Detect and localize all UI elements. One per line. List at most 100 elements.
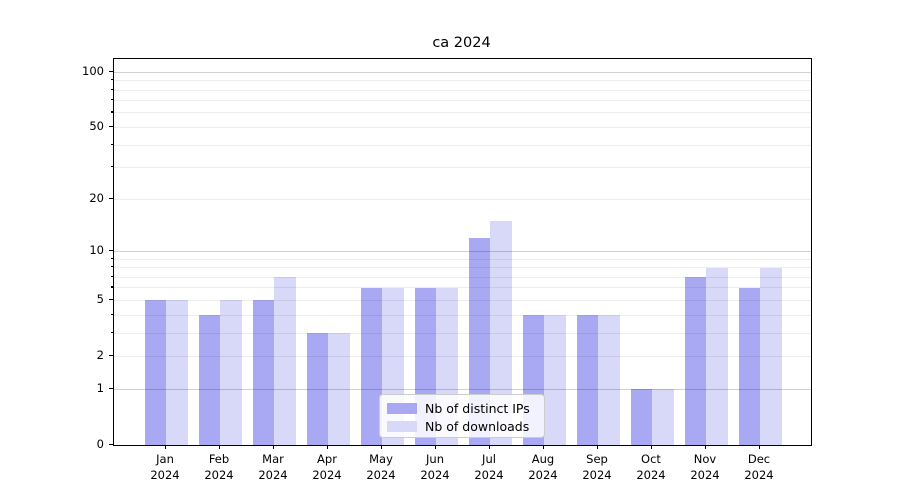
y-minor-tick-mark — [110, 266, 113, 268]
y-minor-tick-mark — [110, 313, 113, 315]
bar-downloads — [760, 267, 782, 445]
gridline-minor — [114, 287, 811, 289]
bar-distinct-ips — [630, 389, 652, 445]
gridline-minor — [114, 89, 811, 91]
bar-distinct-ips — [144, 300, 166, 445]
gridline-minor — [114, 276, 811, 278]
y-minor-tick-mark — [110, 331, 113, 333]
x-tick-mark — [434, 445, 436, 450]
x-tick-label: Nov 2024 — [690, 452, 720, 482]
gridline-minor — [114, 332, 811, 334]
y-minor-tick-mark — [110, 354, 113, 356]
y-minor-tick-mark — [110, 111, 113, 113]
x-tick-mark — [326, 445, 328, 450]
x-tick-mark — [164, 445, 166, 450]
y-tick-label: 20 — [89, 190, 104, 205]
bar-distinct-ips — [306, 333, 328, 445]
gridline-major — [114, 388, 811, 390]
y-minor-tick-mark — [110, 257, 113, 259]
y-minor-tick-mark — [110, 125, 113, 128]
bar-distinct-ips — [738, 287, 760, 445]
x-tick-mark — [218, 445, 220, 450]
legend-swatch-downloads — [387, 420, 417, 432]
x-tick-label: Mar 2024 — [258, 452, 288, 482]
y-minor-tick-mark — [110, 143, 113, 145]
y-minor-tick-mark — [110, 286, 113, 288]
bar-downloads — [274, 277, 296, 445]
gridline-minor — [114, 267, 811, 269]
gridline-minor — [114, 80, 811, 82]
y-tick-label: 100 — [82, 63, 104, 78]
x-tick-label: Feb 2024 — [204, 452, 234, 482]
x-tick-mark — [704, 445, 706, 450]
bar-distinct-ips — [252, 300, 274, 445]
gridline-major — [114, 71, 811, 73]
y-tick-label: 10 — [89, 242, 104, 257]
plot-area: Nb of distinct IPs Nb of downloads — [113, 58, 812, 446]
x-tick-label: Oct 2024 — [636, 452, 666, 482]
y-minor-tick-mark — [110, 275, 113, 277]
bar-downloads — [652, 389, 674, 445]
legend-row-ips: Nb of distinct IPs — [387, 399, 537, 417]
x-tick-label: Jul 2024 — [474, 452, 504, 482]
y-tick-mark — [109, 443, 113, 445]
gridline-minor — [114, 258, 811, 260]
y-tick-mark — [109, 387, 113, 389]
bar-downloads — [220, 300, 242, 445]
y-tick-label: 0 — [96, 436, 104, 451]
gridline-minor — [114, 100, 811, 102]
bar-downloads — [490, 221, 512, 445]
x-tick-label: Jun 2024 — [420, 452, 450, 482]
x-tick-mark — [488, 445, 490, 450]
y-minor-tick-mark — [110, 79, 113, 81]
x-tick-label: May 2024 — [366, 452, 396, 482]
legend: Nb of distinct IPs Nb of downloads — [379, 394, 545, 438]
bar-downloads — [544, 315, 566, 445]
x-tick-label: Sep 2024 — [582, 452, 612, 482]
x-tick-label: Dec 2024 — [744, 452, 774, 482]
y-minor-tick-mark — [110, 197, 113, 199]
x-tick-mark — [272, 445, 274, 450]
gridline-minor — [114, 355, 811, 357]
x-tick-mark — [596, 445, 598, 450]
bar-distinct-ips — [468, 237, 490, 445]
gridline-minor — [114, 167, 811, 169]
y-tick-label: 1 — [96, 380, 104, 395]
gridline-minor — [114, 198, 811, 200]
y-minor-tick-mark — [110, 99, 113, 101]
x-tick-mark — [758, 445, 760, 450]
y-tick-label: 5 — [96, 291, 104, 306]
y-tick-mark — [109, 249, 113, 251]
bar-downloads — [166, 300, 188, 445]
legend-label-downloads: Nb of downloads — [425, 418, 530, 434]
y-minor-tick-mark — [110, 88, 113, 90]
bar-downloads — [598, 315, 620, 445]
bar-distinct-ips — [684, 277, 706, 445]
x-tick-label: Jan 2024 — [150, 452, 180, 482]
bar-distinct-ips — [360, 287, 382, 445]
gridline-major — [114, 250, 811, 252]
bar-distinct-ips — [198, 315, 220, 445]
x-tick-label: Apr 2024 — [312, 452, 342, 482]
gridline-minor — [114, 314, 811, 316]
y-tick-label: 2 — [96, 347, 104, 362]
x-tick-mark — [380, 445, 382, 450]
gridline-minor — [114, 112, 811, 114]
gridline-minor — [114, 126, 811, 128]
chart-title: ca 2024 — [432, 35, 491, 51]
y-tick-mark — [109, 70, 113, 72]
grid-layer — [114, 59, 811, 445]
bar-downloads — [328, 333, 350, 445]
gridline-minor — [114, 299, 811, 301]
x-tick-mark — [542, 445, 544, 450]
bars-layer — [114, 59, 811, 445]
y-minor-tick-mark — [110, 298, 113, 300]
x-tick-mark — [650, 445, 652, 450]
gridline-minor — [114, 144, 811, 146]
bar-downloads — [706, 267, 728, 445]
x-tick-label: Aug 2024 — [528, 452, 558, 482]
legend-label-ips: Nb of distinct IPs — [425, 400, 530, 416]
bar-distinct-ips — [576, 315, 598, 445]
legend-swatch-ips — [387, 402, 417, 414]
